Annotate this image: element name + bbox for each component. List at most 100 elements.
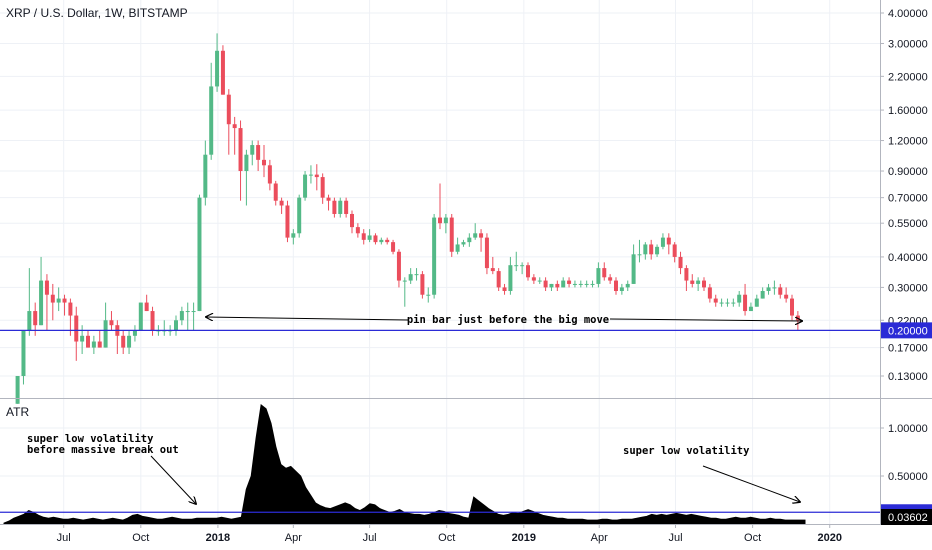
candle	[197, 194, 202, 312]
candle	[138, 302, 143, 331]
price-tick-label: 2.20000	[888, 71, 928, 83]
candle	[743, 283, 748, 316]
candle-body	[144, 302, 149, 312]
candle-body	[696, 280, 701, 284]
candle	[678, 251, 683, 275]
candle-body	[619, 287, 624, 292]
price-tick-label: 0.30000	[888, 282, 928, 294]
candle	[672, 242, 677, 263]
candle-body	[62, 298, 67, 303]
candle	[696, 277, 701, 292]
candle	[174, 315, 178, 336]
candle	[754, 294, 759, 307]
candle	[449, 213, 454, 257]
candle	[97, 330, 102, 348]
candle	[655, 244, 660, 257]
candle-body	[766, 287, 771, 292]
candle-body	[672, 244, 677, 257]
candle-body	[314, 174, 319, 178]
candle-body	[702, 280, 706, 288]
candle-body	[590, 283, 595, 285]
candle-body	[402, 280, 407, 282]
candle-body	[572, 283, 577, 285]
price-tick-label: 0.55000	[888, 218, 928, 230]
candle	[250, 140, 255, 166]
candle	[256, 140, 261, 172]
candle-body	[713, 298, 718, 303]
candle-body	[543, 280, 548, 288]
candle-body	[561, 280, 566, 288]
candle	[396, 249, 401, 288]
candle	[666, 233, 671, 255]
candle	[490, 256, 495, 275]
candle	[784, 287, 789, 303]
candle-body	[132, 330, 137, 336]
candle-body	[273, 183, 278, 201]
candle	[690, 274, 695, 288]
time-tick-label: Jul	[668, 532, 682, 544]
candle-body	[385, 239, 390, 243]
candle-body	[86, 335, 90, 348]
candle	[314, 164, 319, 191]
price-tick-label: 0.90000	[888, 166, 928, 178]
candle-body	[608, 277, 613, 281]
candle	[438, 183, 442, 230]
price-tick-label: 3.00000	[888, 38, 928, 50]
candle	[414, 268, 419, 281]
price-tick-label: 1.60000	[888, 105, 928, 117]
candle-body	[332, 200, 337, 214]
candle-body	[68, 302, 73, 316]
candle	[162, 320, 167, 336]
arrow-right	[609, 319, 802, 321]
candle	[520, 262, 525, 275]
candle-body	[191, 311, 196, 313]
candle	[203, 140, 208, 206]
candle-body	[737, 294, 742, 303]
candle	[303, 171, 308, 201]
candle	[179, 306, 184, 326]
price-candles	[15, 33, 800, 404]
arrow-breakout	[150, 455, 196, 504]
candle-body	[303, 174, 308, 198]
candle-body	[238, 128, 243, 172]
candle-body	[279, 200, 284, 206]
candle	[391, 239, 396, 255]
candle-body	[138, 302, 143, 331]
candle	[748, 302, 753, 312]
candle-body	[220, 50, 225, 95]
candle	[537, 277, 542, 284]
candle	[420, 271, 425, 299]
candle	[737, 291, 742, 307]
candle-body	[21, 330, 26, 376]
candle	[191, 302, 196, 331]
candle	[561, 277, 566, 288]
candle-body	[684, 268, 689, 281]
candle-body	[408, 274, 413, 281]
candle-body	[666, 237, 671, 245]
candle-body	[660, 237, 665, 247]
candle	[373, 233, 378, 245]
candle-body	[778, 287, 783, 295]
candle-body	[355, 227, 360, 234]
candle	[660, 233, 665, 250]
candle-body	[725, 302, 730, 304]
candle-body	[350, 213, 354, 228]
candle	[649, 239, 654, 260]
candle	[62, 294, 67, 316]
candle	[80, 325, 85, 355]
atr-last-value-badge-text: 0.03602	[888, 512, 928, 524]
candle	[91, 335, 96, 355]
candle-body	[232, 124, 237, 129]
candle	[291, 229, 296, 245]
candle	[614, 277, 618, 295]
atr-indicator	[3, 404, 806, 525]
candle	[402, 277, 407, 307]
candle	[361, 229, 366, 245]
candle-body	[449, 217, 454, 252]
candle-body	[743, 294, 748, 312]
candle	[220, 45, 225, 95]
candle	[731, 298, 736, 307]
candle-body	[197, 197, 202, 312]
candle-body	[285, 205, 290, 238]
